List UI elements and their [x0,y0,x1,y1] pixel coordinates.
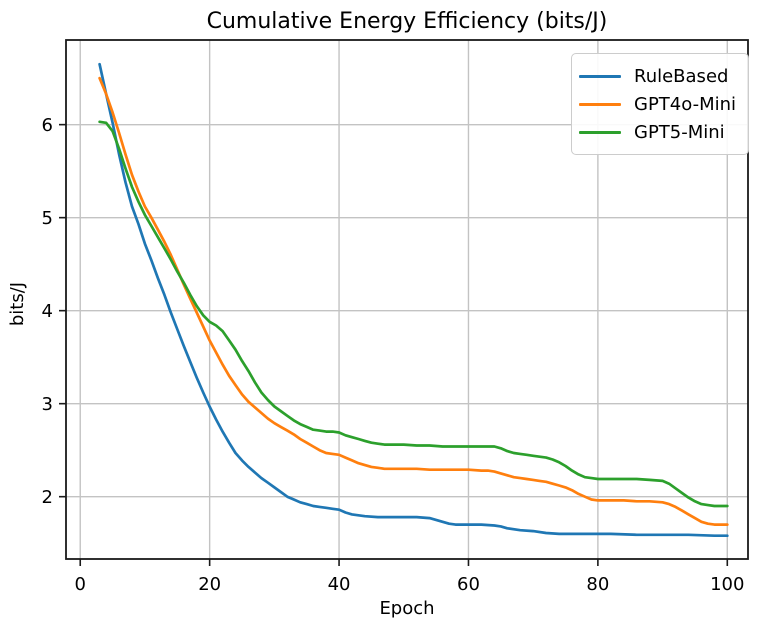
chart-title: Cumulative Energy Efficiency (bits/J) [206,9,608,34]
legend-line-sample-gpt5-mini [579,130,621,134]
x-axis-label: Epoch [379,598,435,619]
legend-label-rulebased: RuleBased [634,65,729,87]
series-line-rulebased [98,62,729,538]
y-tick-label: 3 [42,394,53,415]
y-axis-label: bits/J [7,281,28,327]
legend-entry-gpt5-mini: GPT5-Mini [579,118,738,146]
series-lines [98,62,729,538]
x-tick-label: 20 [198,574,221,595]
axis-ticks [59,123,729,566]
x-tick-label: 40 [328,574,351,595]
x-tick-label: 80 [586,574,609,595]
x-tick-label: 0 [75,574,86,595]
y-tick-label: 4 [42,301,53,322]
legend: RuleBased GPT4o-Mini GPT5-Mini [571,53,749,155]
x-tick-label: 60 [457,574,480,595]
axes-frame [65,39,749,560]
legend-label-gpt5-mini: GPT5-Mini [634,121,725,143]
legend-label-gpt4o-mini: GPT4o-Mini [634,93,737,115]
axis-tick-labels: 0 20 40 60 80 100 2 3 4 5 6 [42,115,745,595]
y-tick-label: 6 [42,115,53,136]
plot-border [65,39,749,560]
legend-line-sample-gpt4o-mini [579,102,621,106]
x-tick-label: 100 [710,574,744,595]
series-line-gpt5-mini [98,120,729,508]
legend-entry-gpt4o-mini: GPT4o-Mini [579,90,738,118]
legend-line-sample-rulebased [579,74,621,78]
legend-entry-rulebased: RuleBased [579,62,738,90]
series-line-gpt4o-mini [98,76,729,526]
y-tick-label: 2 [42,487,53,508]
y-tick-label: 5 [42,208,53,229]
